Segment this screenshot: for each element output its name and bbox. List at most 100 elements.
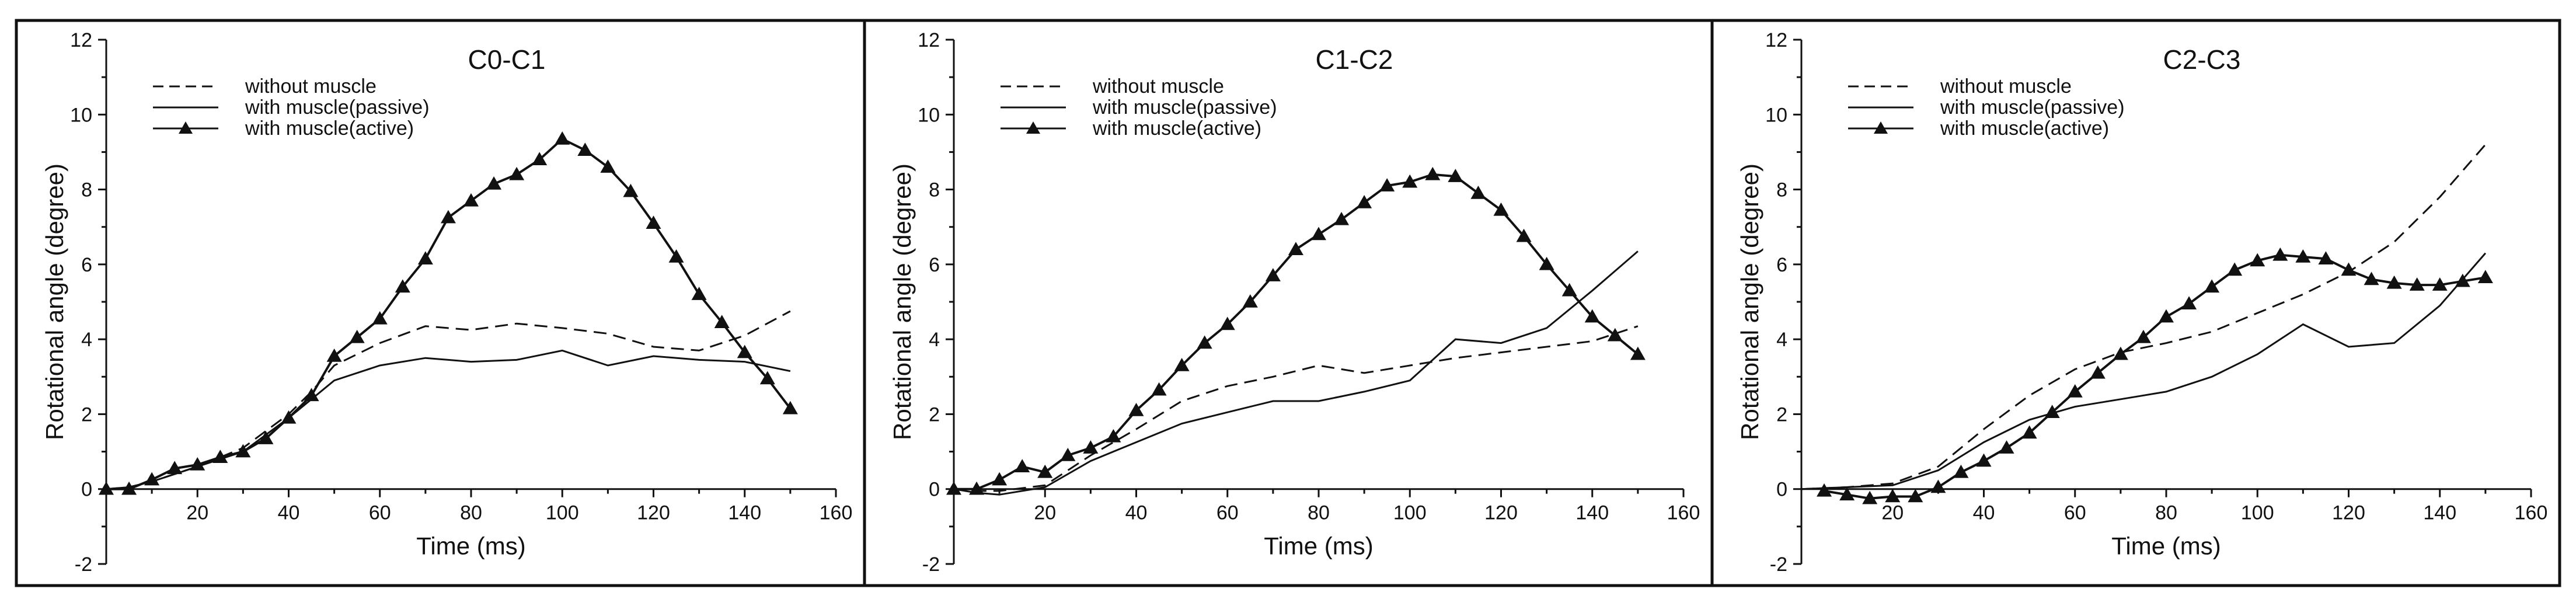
data-point-triangle	[555, 131, 570, 145]
data-point-triangle	[1607, 328, 1623, 342]
data-point-triangle	[2318, 251, 2334, 264]
data-point-triangle	[1357, 195, 1372, 208]
data-point-triangle	[2227, 262, 2243, 276]
data-point-triangle	[1060, 447, 1076, 461]
data-point-triangle	[2455, 273, 2470, 287]
x-tick-label: 160	[820, 502, 853, 524]
x-tick-label: 60	[2064, 502, 2086, 524]
y-tick-label: 8	[1776, 179, 1787, 201]
data-point-triangle	[969, 481, 985, 495]
chart-panel-c0-c1: -2 0 2 4 6 8 10 12 20 40 60 80 100 120 140 160 Time (ms)…	[41, 29, 852, 576]
data-point-triangle	[190, 457, 205, 471]
panel-title: C0-C1	[468, 44, 546, 75]
data-point-triangle	[1908, 489, 1923, 503]
data-point-triangle	[2135, 329, 2151, 343]
data-point-triangle	[532, 152, 548, 166]
data-point-triangle	[440, 210, 456, 224]
y-tick-label: 6	[1776, 254, 1787, 276]
series-line-with-muscle-passive	[1801, 252, 2487, 490]
x-tick-label: 60	[369, 502, 391, 524]
legend-label: with muscle(passive)	[245, 96, 430, 119]
data-point-triangle	[1999, 440, 2014, 454]
data-point-triangle	[349, 329, 365, 343]
x-tick-label: 100	[2241, 502, 2274, 524]
x-tick-label: 20	[1881, 502, 1904, 524]
y-tick-label: 8	[929, 179, 940, 201]
data-point-triangle	[1953, 464, 1969, 478]
panel-title: C1-C2	[1316, 44, 1393, 75]
data-point-triangle	[1817, 483, 1832, 497]
x-tick-label: 160	[1667, 502, 1700, 524]
data-point-triangle	[1288, 242, 1303, 255]
data-point-triangle	[1470, 185, 1486, 199]
data-point-triangle	[1128, 403, 1144, 416]
series-line-with-muscle-passive	[953, 250, 1639, 496]
data-point-triangle	[1197, 335, 1212, 349]
legend-label: with muscle(passive)	[1940, 96, 2125, 119]
y-tick-label: -2	[922, 553, 940, 576]
data-point-triangle	[2159, 309, 2174, 323]
legend-label: without muscle	[1940, 75, 2072, 97]
data-point-triangle	[1493, 202, 1509, 216]
data-point-triangle	[2477, 270, 2493, 284]
data-point-triangle	[1083, 440, 1099, 454]
x-tick-label: 140	[728, 502, 761, 524]
data-point-triangle	[782, 400, 798, 415]
y-tick-label: 4	[1776, 329, 1787, 351]
x-tick-label: 100	[546, 502, 579, 524]
data-point-triangle	[691, 287, 707, 300]
y-tick-label: 10	[70, 104, 92, 126]
x-axis-title: Time (ms)	[416, 532, 525, 560]
legend-label: without muscle	[1092, 75, 1224, 97]
legend-label: without muscle	[245, 75, 377, 97]
data-point-triangle	[737, 344, 752, 358]
legend-triangle-marker	[179, 121, 193, 134]
data-point-triangle	[2021, 425, 2037, 439]
data-point-triangle	[1015, 459, 1030, 472]
data-point-triangle	[2341, 262, 2357, 276]
series-line-with-muscle-passive	[106, 349, 791, 490]
x-tick-label: 80	[1308, 502, 1330, 524]
data-point-triangle	[121, 481, 137, 495]
data-point-triangle	[463, 193, 479, 207]
y-tick-label: 10	[1765, 104, 1787, 126]
y-tick-label: 0	[1776, 479, 1787, 501]
data-point-triangle	[2386, 275, 2402, 289]
data-point-triangle	[577, 142, 593, 156]
data-point-triangle	[1174, 358, 1190, 371]
data-point-triangle	[2090, 365, 2106, 379]
data-point-triangle	[1265, 268, 1281, 281]
data-point-triangle	[2181, 296, 2197, 309]
data-point-triangle	[2113, 346, 2128, 360]
data-point-triangle	[258, 431, 274, 444]
y-tick-label: 12	[1765, 29, 1787, 51]
x-tick-label: 40	[1973, 502, 1995, 524]
data-point-triangle	[1862, 490, 1878, 504]
x-tick-label: 40	[278, 502, 300, 524]
legend-label: with muscle(active)	[245, 117, 414, 140]
data-point-triangle	[509, 166, 525, 180]
data-point-triangle	[1402, 174, 1418, 188]
data-point-triangle	[2364, 271, 2379, 285]
data-point-triangle	[1630, 346, 1646, 360]
x-tick-label: 120	[1484, 502, 1518, 524]
series-line-with-muscle-active	[106, 137, 792, 490]
data-point-triangle	[600, 159, 616, 173]
y-tick-label: 2	[81, 403, 92, 426]
y-axis-title: Rotational angle (degree)	[41, 163, 68, 440]
chart-panel-c1-c2: -2 0 2 4 6 8 10 12 20 40 60 80 100 120 140 160 Time (ms)…	[888, 29, 1700, 576]
chart-panels: -2 0 2 4 6 8 10 12 20 40 60 80 100 120 140 160 Time (ms)…	[41, 29, 2547, 576]
y-tick-label: -2	[75, 553, 92, 576]
panel-title: C2-C3	[2163, 44, 2241, 75]
data-point-triangle	[1516, 228, 1532, 242]
data-point-triangle	[2250, 253, 2265, 267]
y-tick-label: -2	[1770, 553, 1787, 576]
data-point-triangle	[1561, 283, 1577, 297]
x-axis-title: Time (ms)	[1264, 532, 1373, 560]
data-point-triangle	[304, 388, 319, 402]
data-point-triangle	[1930, 479, 1946, 493]
data-point-triangle	[486, 176, 502, 190]
data-point-triangle	[99, 481, 114, 495]
x-tick-label: 20	[1034, 502, 1056, 524]
data-point-triangle	[759, 371, 775, 385]
